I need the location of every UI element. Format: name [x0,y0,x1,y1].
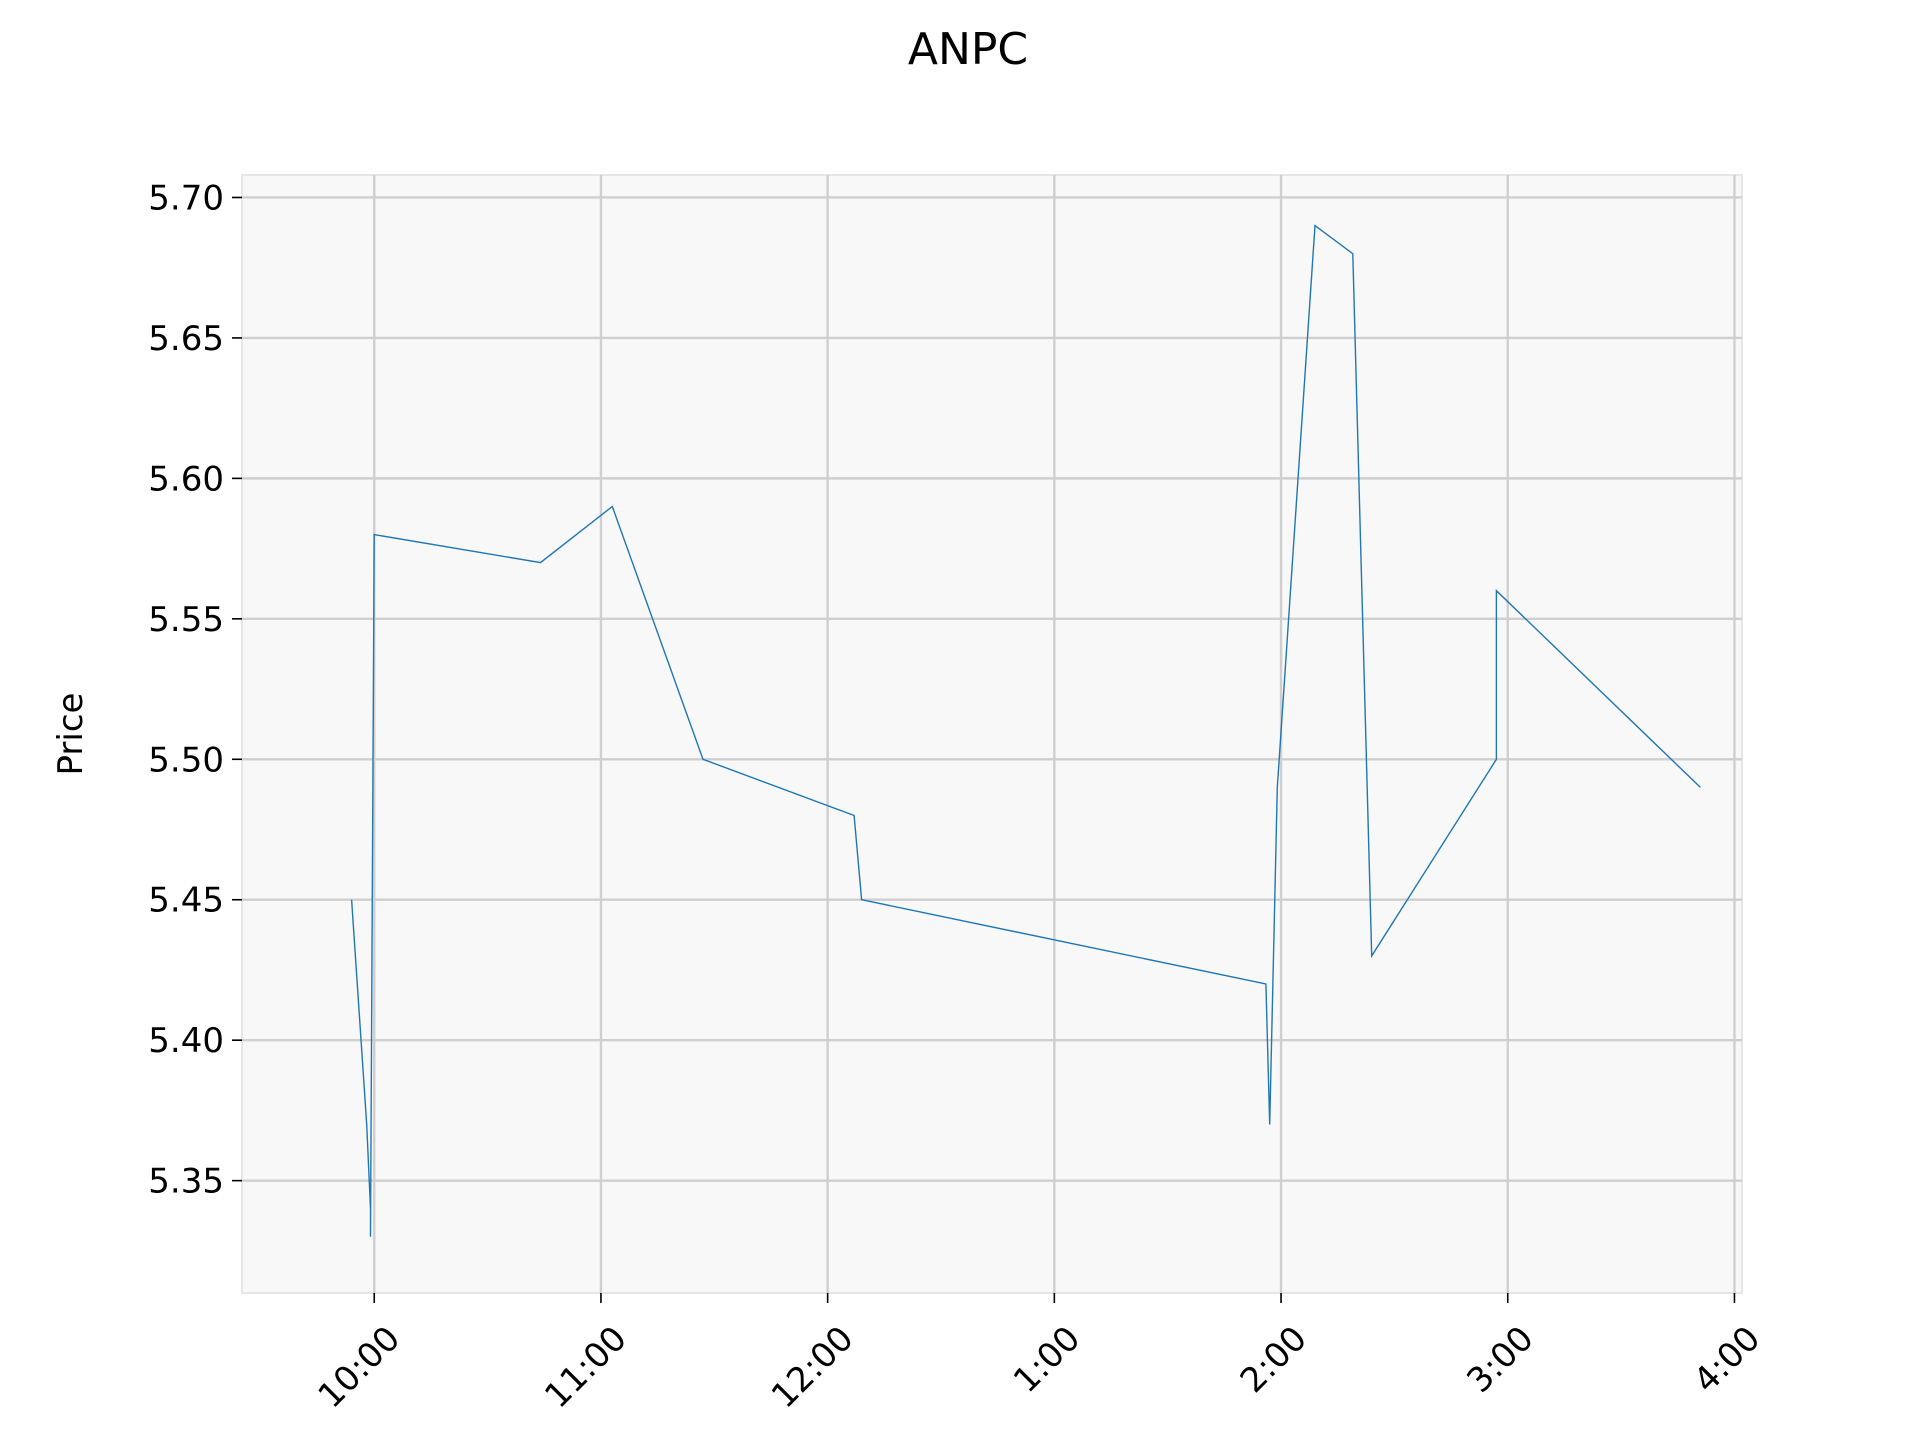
plot-area [241,174,1743,1294]
y-tick-label: 5.35 [148,1162,224,1202]
y-tick-label: 5.65 [148,319,224,359]
y-tick-label: 5.70 [148,178,224,218]
x-tick-label: 11:00 [537,1319,635,1417]
x-tick-label: 1:00 [1006,1319,1088,1401]
x-tick-label: 4:00 [1686,1319,1768,1401]
price-series-line [350,224,1701,1237]
y-tick-label: 5.60 [148,459,224,499]
y-tick-label: 5.40 [148,1021,224,1061]
x-tick-label: 3:00 [1459,1319,1541,1401]
y-tick-label: 5.55 [148,600,224,640]
y-tick-label: 5.50 [148,740,224,780]
chart-title: ANPC [908,24,1028,75]
x-tick-label: 2:00 [1233,1319,1315,1401]
x-tick-label: 10:00 [311,1319,409,1417]
y-axis-label: Price [51,693,91,776]
x-tick-label: 12:00 [764,1319,862,1417]
y-tick-label: 5.45 [148,881,224,921]
series-layer [350,224,1701,1237]
